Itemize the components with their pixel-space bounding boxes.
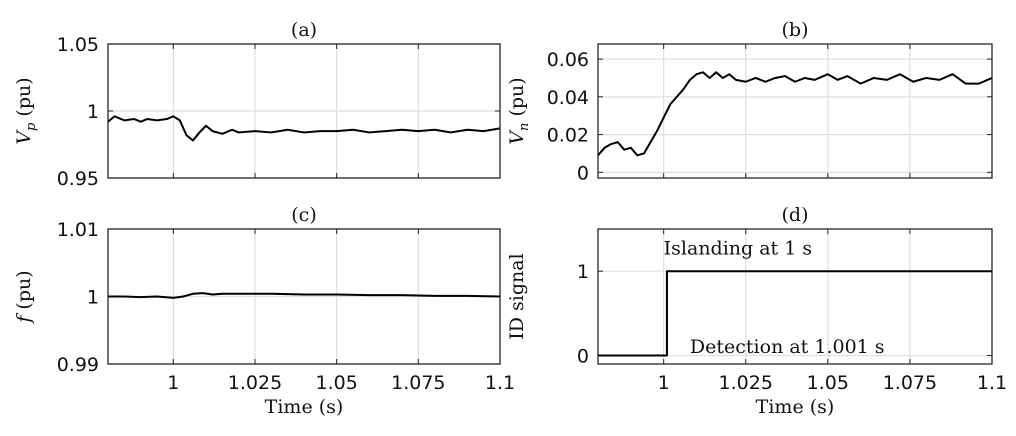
panel-c-xtick-label-2: 1.05 bbox=[316, 372, 358, 394]
panel-a-series-line-0 bbox=[107, 115, 501, 142]
panel-a-ytick-label-0: 0.95 bbox=[57, 168, 99, 190]
panel-d-series-line-0 bbox=[598, 270, 992, 357]
panel-b-ytick-label-3: 0.06 bbox=[547, 49, 589, 71]
panel-c-series-line-0 bbox=[108, 292, 501, 299]
panel-a-ylabel-unit: (pu) bbox=[13, 77, 35, 122]
panel-c-ytick-label-0: 0.99 bbox=[57, 354, 99, 376]
panel-a-ylabel: Vp (pu) bbox=[13, 77, 39, 144]
panel-d-xtick-label-0: 1 bbox=[658, 372, 670, 394]
panel-a-ylabel-subscript: p bbox=[24, 122, 39, 131]
panel-c-axes-frame bbox=[107, 228, 501, 365]
panel-b-ytick-label-0: 0 bbox=[577, 162, 589, 184]
panel-c-xtick-label-1: 1.025 bbox=[228, 372, 282, 394]
panel-b-ylabel: Vn (pu) bbox=[506, 77, 532, 144]
panel-d-ytick-label-1: 1 bbox=[577, 261, 589, 283]
panel-d: 0 1 1 1.025 1.05 1.075 1.1 (d) Time (s) ID signal… bbox=[506, 204, 1007, 418]
panel-b-series-line-0 bbox=[597, 71, 993, 157]
panel-d-annotation-1: Detection at 1.001 s bbox=[690, 336, 885, 358]
panel-b-plot-area bbox=[598, 44, 992, 178]
panel-d-xlabel: Time (s) bbox=[756, 396, 835, 418]
panel-b: 0 0.02 0.04 0.06 (b) Vn (pu) bbox=[506, 19, 993, 184]
panel-d-ytick-label-0: 0 bbox=[577, 346, 589, 368]
panel-a-ytick-label-2: 1.05 bbox=[57, 34, 99, 56]
panel-d-xtick-label-4: 1.1 bbox=[977, 372, 1007, 394]
panel-a-title: (a) bbox=[291, 19, 317, 41]
panel-d-annotation-0: Islanding at 1 s bbox=[664, 237, 812, 259]
panel-c-xlabel: Time (s) bbox=[265, 396, 344, 418]
panel-a-ylabel-variable: V bbox=[13, 129, 35, 145]
panel-b-ytick-label-2: 0.04 bbox=[547, 87, 589, 109]
panel-c-ylabel-unit: (pu) bbox=[13, 270, 35, 315]
panel-d-ylabel: ID signal bbox=[506, 253, 528, 339]
panel-c-xtick-label-4: 1.1 bbox=[485, 372, 515, 394]
panel-c-ytick-label-2: 1.01 bbox=[57, 219, 99, 241]
panel-d-xtick-label-2: 1.05 bbox=[807, 372, 849, 394]
panel-c-title: (c) bbox=[291, 204, 316, 226]
panel-a-axes-frame bbox=[107, 43, 501, 179]
panel-b-ylabel-variable: V bbox=[506, 129, 528, 145]
panel-c: 0.99 1 1.01 1 1.025 1.05 1.075 1.1 (c) Time (s) f … bbox=[13, 204, 515, 418]
panel-b-title: (b) bbox=[782, 19, 809, 41]
panel-b-axes-frame bbox=[597, 43, 993, 179]
panel-d-xtick-label-1: 1.025 bbox=[719, 372, 773, 394]
panel-c-ylabel: f (pu) bbox=[13, 270, 35, 324]
panel-d-xtick-label-3: 1.075 bbox=[883, 372, 937, 394]
panel-c-xtick-label-0: 1 bbox=[167, 372, 179, 394]
panel-b-ylabel-unit: (pu) bbox=[506, 77, 528, 122]
panel-a-ytick-label-1: 1 bbox=[87, 101, 99, 123]
panel-c-ytick-label-1: 1 bbox=[87, 287, 99, 309]
panel-b-ytick-label-1: 0.02 bbox=[547, 125, 589, 147]
panel-d-title: (d) bbox=[782, 204, 809, 226]
panel-b-ylabel-subscript: n bbox=[517, 123, 532, 131]
panel-d-axes-frame bbox=[597, 228, 993, 365]
panel-a: 0.95 1 1.05 (a) Vp (pu) bbox=[13, 19, 501, 190]
panel-c-ylabel-variable: f bbox=[13, 313, 35, 325]
panel-c-xtick-label-3: 1.075 bbox=[391, 372, 445, 394]
